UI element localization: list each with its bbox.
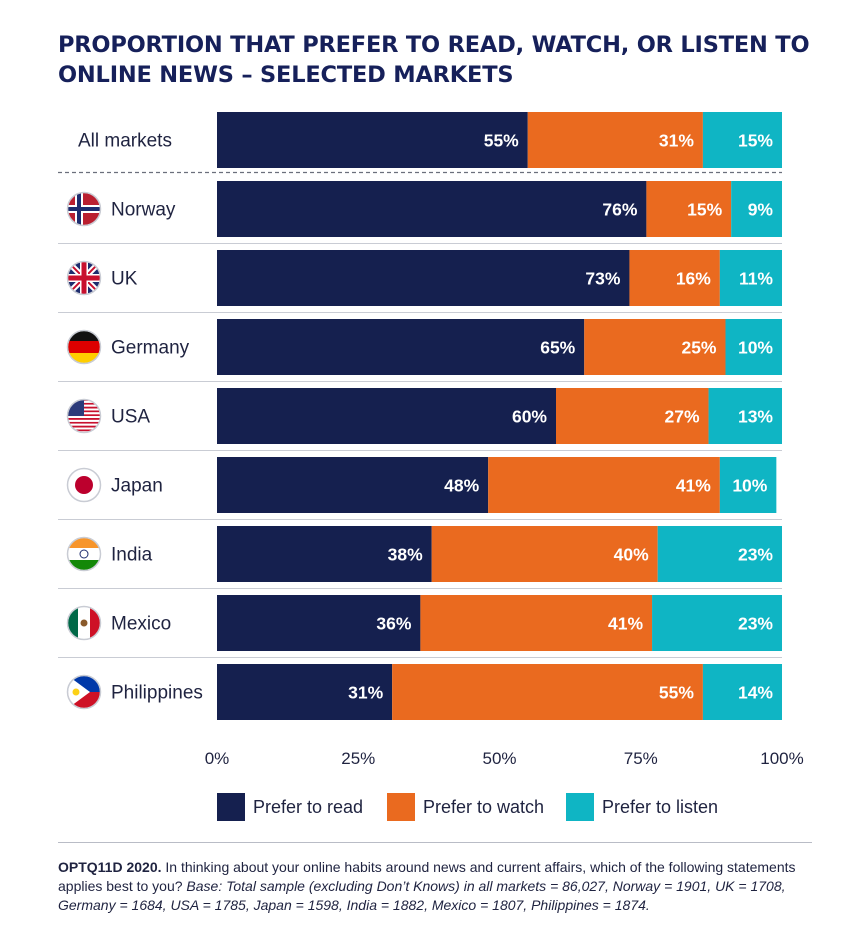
stacked-bar-chart: All markets 55% 31% 15% Norway 76% 15% 9% UK 73% 1… bbox=[58, 112, 804, 821]
bar-prefer-to-listen-norway bbox=[731, 181, 782, 237]
chart-title: PROPORTION THAT PREFER TO READ, WATCH, O… bbox=[58, 32, 810, 88]
legend-swatch-prefer-to-read bbox=[217, 793, 245, 821]
bar-prefer-to-watch-uk bbox=[629, 250, 720, 306]
bar-prefer-to-listen-japan bbox=[719, 457, 777, 513]
category-label-uk: UK bbox=[111, 269, 138, 290]
footnote: OPTQ11D 2020. In thinking about your onl… bbox=[58, 858, 818, 915]
bar-prefer-to-read-japan bbox=[217, 457, 489, 513]
data-label-prefer-to-read-japan: 48% bbox=[444, 476, 479, 496]
bar-prefer-to-read-philippines bbox=[217, 664, 393, 720]
data-label-prefer-to-watch-mexico: 41% bbox=[608, 614, 643, 634]
data-label-prefer-to-watch-all-markets: 31% bbox=[659, 131, 694, 151]
data-label-prefer-to-listen-norway: 9% bbox=[748, 200, 774, 220]
x-tick-label: 0% bbox=[205, 749, 230, 768]
bar-prefer-to-watch-philippines bbox=[392, 664, 703, 720]
category-label-germany: Germany bbox=[111, 338, 190, 359]
bar-prefer-to-listen-all-markets bbox=[702, 112, 782, 168]
data-label-prefer-to-listen-all-markets: 15% bbox=[738, 131, 773, 151]
data-label-prefer-to-watch-india: 40% bbox=[614, 545, 649, 565]
category-label-mexico: Mexico bbox=[111, 614, 171, 635]
bar-prefer-to-listen-philippines bbox=[702, 664, 782, 720]
category-label-usa: USA bbox=[111, 407, 150, 428]
bar-prefer-to-watch-germany bbox=[584, 319, 726, 375]
data-label-prefer-to-listen-philippines: 14% bbox=[738, 683, 773, 703]
legend-label-prefer-to-read: Prefer to read bbox=[253, 797, 363, 817]
bar-prefer-to-listen-uk bbox=[719, 250, 782, 306]
philippines-flag-icon bbox=[66, 674, 102, 710]
legend-swatch-prefer-to-watch bbox=[387, 793, 415, 821]
bar-prefer-to-read-norway bbox=[217, 181, 647, 237]
india-flag-icon bbox=[66, 536, 102, 572]
data-label-prefer-to-read-germany: 65% bbox=[540, 338, 575, 358]
data-label-prefer-to-read-norway: 76% bbox=[602, 200, 637, 220]
legend-label-prefer-to-watch: Prefer to watch bbox=[423, 797, 544, 817]
bar-prefer-to-listen-india bbox=[657, 526, 782, 582]
x-tick-label: 75% bbox=[624, 749, 658, 768]
bar-prefer-to-watch-usa bbox=[556, 388, 709, 444]
bar-prefer-to-listen-mexico bbox=[652, 595, 782, 651]
x-tick-label: 25% bbox=[341, 749, 375, 768]
data-label-prefer-to-watch-norway: 15% bbox=[687, 200, 722, 220]
bar-prefer-to-watch-norway bbox=[646, 181, 732, 237]
data-label-prefer-to-listen-india: 23% bbox=[738, 545, 773, 565]
data-label-prefer-to-watch-germany: 25% bbox=[681, 338, 716, 358]
data-label-prefer-to-watch-japan: 41% bbox=[676, 476, 711, 496]
category-label-japan: Japan bbox=[111, 476, 163, 497]
bar-prefer-to-watch-india bbox=[431, 526, 658, 582]
legend-swatch-prefer-to-listen bbox=[566, 793, 594, 821]
data-label-prefer-to-watch-uk: 16% bbox=[676, 269, 711, 289]
norway-flag-icon bbox=[66, 191, 102, 227]
bar-prefer-to-read-germany bbox=[217, 319, 585, 375]
data-label-prefer-to-listen-germany: 10% bbox=[738, 338, 773, 358]
bar-prefer-to-read-all-markets bbox=[217, 112, 528, 168]
category-label-all-markets: All markets bbox=[78, 131, 172, 152]
uk-flag-icon bbox=[66, 260, 102, 296]
data-label-prefer-to-read-uk: 73% bbox=[585, 269, 620, 289]
bar-prefer-to-listen-usa bbox=[708, 388, 782, 444]
bar-prefer-to-watch-mexico bbox=[420, 595, 653, 651]
data-label-prefer-to-listen-uk: 11% bbox=[739, 269, 773, 289]
category-label-india: India bbox=[111, 545, 153, 566]
x-tick-label: 50% bbox=[482, 749, 516, 768]
footnote-code: OPTQ11D 2020. bbox=[58, 859, 162, 875]
data-label-prefer-to-read-india: 38% bbox=[388, 545, 423, 565]
bar-prefer-to-read-mexico bbox=[217, 595, 421, 651]
bar-prefer-to-read-uk bbox=[217, 250, 630, 306]
footnote-divider bbox=[58, 842, 812, 843]
japan-flag-icon bbox=[66, 467, 102, 503]
data-label-prefer-to-watch-usa: 27% bbox=[665, 407, 700, 427]
bar-prefer-to-watch-japan bbox=[488, 457, 720, 513]
bar-prefer-to-read-india bbox=[217, 526, 432, 582]
data-label-prefer-to-read-all-markets: 55% bbox=[484, 131, 519, 151]
bar-prefer-to-read-usa bbox=[217, 388, 556, 444]
germany-flag-icon bbox=[66, 329, 102, 365]
mexico-flag-icon bbox=[66, 605, 102, 641]
footnote-question: In thinking about your online habits aro… bbox=[58, 859, 796, 894]
data-label-prefer-to-listen-japan: 10% bbox=[732, 476, 767, 496]
bar-prefer-to-watch-all-markets bbox=[527, 112, 703, 168]
data-label-prefer-to-listen-mexico: 23% bbox=[738, 614, 773, 634]
x-tick-label: 100% bbox=[760, 749, 803, 768]
data-label-prefer-to-read-usa: 60% bbox=[512, 407, 547, 427]
data-label-prefer-to-watch-philippines: 55% bbox=[659, 683, 694, 703]
usa-flag-icon bbox=[66, 398, 102, 434]
category-label-norway: Norway bbox=[111, 200, 176, 221]
footnote-base: Base: Total sample (excluding Don’t Know… bbox=[58, 878, 786, 913]
bar-prefer-to-listen-germany bbox=[725, 319, 782, 375]
category-label-philippines: Philippines bbox=[111, 683, 203, 704]
data-label-prefer-to-read-mexico: 36% bbox=[376, 614, 411, 634]
data-label-prefer-to-read-philippines: 31% bbox=[348, 683, 383, 703]
legend-label-prefer-to-listen: Prefer to listen bbox=[602, 797, 718, 817]
data-label-prefer-to-listen-usa: 13% bbox=[738, 407, 773, 427]
